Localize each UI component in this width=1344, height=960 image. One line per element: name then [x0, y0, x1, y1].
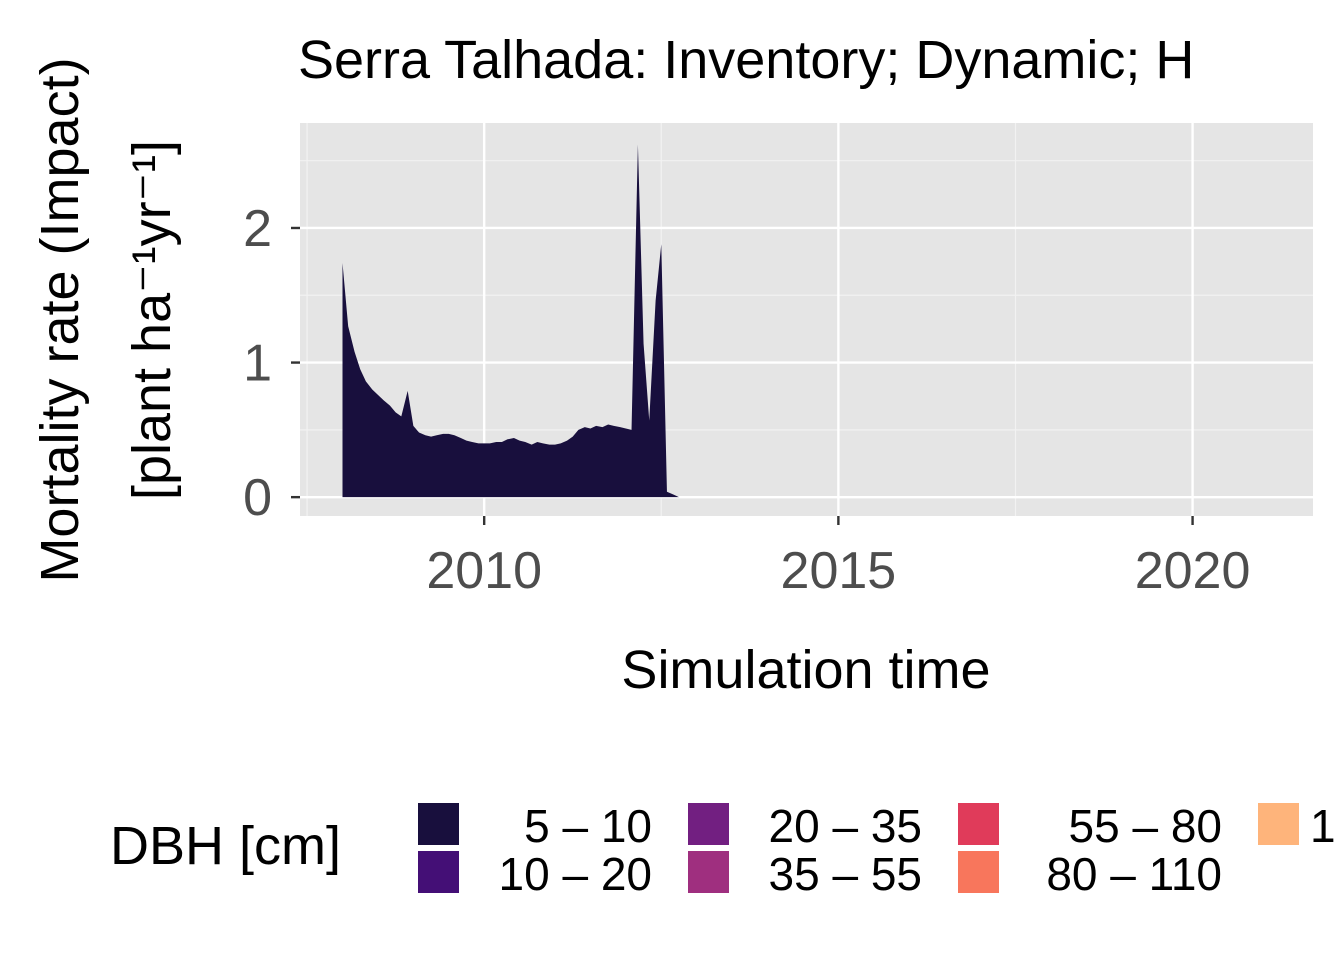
x-axis: 2010 2015 2020 — [426, 516, 1250, 600]
legend-label: 1 — [1310, 800, 1336, 852]
legend-key — [416, 801, 461, 847]
y-axis-title-line1: Mortality rate (Impact) — [30, 57, 90, 582]
y-axis-title: Mortality rate (Impact) [plant ha⁻¹yr⁻¹] — [30, 57, 182, 582]
y-axis: 0 1 2 — [243, 200, 300, 527]
legend-label: 80 – 110 — [1046, 848, 1222, 900]
x-tick-label: 2010 — [426, 542, 542, 600]
y-tick-label: 0 — [243, 469, 272, 527]
legend-label: 20 – 35 — [769, 800, 922, 852]
y-tick-label: 2 — [243, 200, 272, 258]
x-tick-label: 2015 — [781, 542, 897, 600]
y-axis-title-line2: [plant ha⁻¹yr⁻¹] — [122, 140, 182, 500]
legend-label: 35 – 55 — [769, 848, 922, 900]
legend-label: 5 – 10 — [524, 800, 652, 852]
legend-label: 55 – 80 — [1069, 800, 1222, 852]
legend-key — [956, 849, 1001, 895]
legend-key — [686, 801, 731, 847]
x-tick-label: 2020 — [1135, 542, 1251, 600]
legend-key — [1256, 801, 1301, 847]
legend-label: 10 – 20 — [499, 848, 652, 900]
data-areas — [342, 144, 692, 498]
legend-key — [686, 849, 731, 895]
legend-title: DBH [cm] — [110, 816, 341, 876]
x-axis-title: Simulation time — [621, 640, 990, 700]
legend-key — [956, 801, 1001, 847]
chart-title: Serra Talhada: Inventory; Dynamic; H — [298, 30, 1194, 90]
area-series-5-10 — [342, 144, 692, 498]
y-tick-label: 1 — [243, 335, 272, 393]
legend-key — [416, 849, 461, 895]
